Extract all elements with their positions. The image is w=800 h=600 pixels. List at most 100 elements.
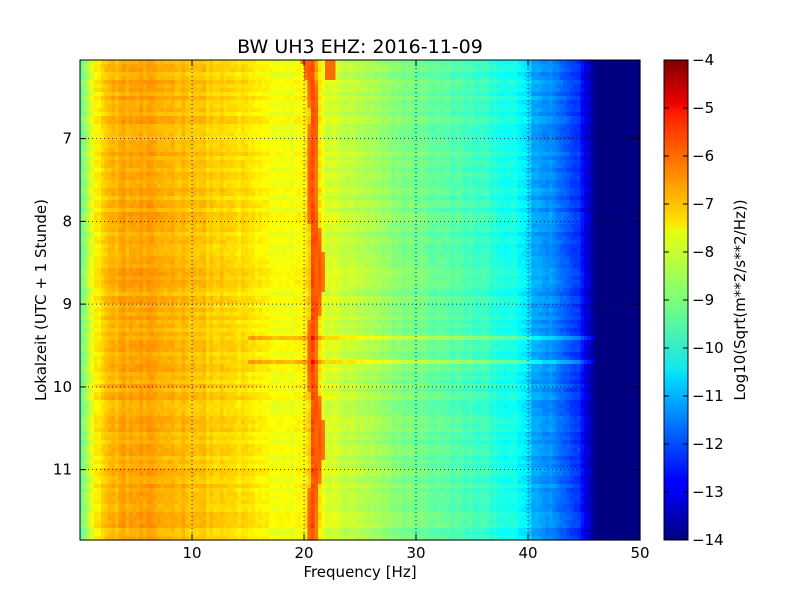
heatmap-cell bbox=[559, 116, 564, 121]
heatmap-cell bbox=[132, 100, 137, 105]
heatmap-cell bbox=[300, 164, 305, 169]
heatmap-cell bbox=[153, 92, 158, 97]
heatmap-cell bbox=[433, 132, 438, 137]
heatmap-cell bbox=[521, 64, 526, 69]
heatmap-cell bbox=[472, 128, 477, 133]
heatmap-cell bbox=[430, 80, 435, 85]
heatmap-cell bbox=[591, 176, 596, 181]
heatmap-cell bbox=[167, 104, 172, 109]
heatmap-cell bbox=[101, 88, 106, 93]
heatmap-cell bbox=[549, 144, 554, 149]
heatmap-cell bbox=[276, 132, 281, 137]
heatmap-cell bbox=[402, 132, 407, 137]
heatmap-cell bbox=[367, 148, 372, 153]
heatmap-cell bbox=[395, 132, 400, 137]
heatmap-cell bbox=[566, 124, 571, 129]
heatmap-cell bbox=[622, 124, 627, 129]
heatmap-cell bbox=[307, 104, 312, 109]
heatmap-cell bbox=[524, 104, 529, 109]
heatmap-cell bbox=[262, 76, 267, 81]
heatmap-cell bbox=[297, 164, 302, 169]
heatmap-cell bbox=[251, 100, 256, 105]
heatmap-cell bbox=[220, 152, 225, 157]
heatmap-cell bbox=[409, 112, 414, 117]
heatmap-cell bbox=[283, 96, 288, 101]
heatmap-cell bbox=[633, 148, 638, 153]
heatmap-cell bbox=[472, 120, 477, 125]
heatmap-cell bbox=[90, 84, 95, 89]
heatmap-cell bbox=[619, 160, 624, 165]
heatmap-cell bbox=[129, 104, 134, 109]
heatmap-cell bbox=[615, 96, 620, 101]
heatmap-cell bbox=[580, 104, 585, 109]
heatmap-cell bbox=[90, 140, 95, 145]
heatmap-cell bbox=[160, 96, 165, 101]
heatmap-cell bbox=[468, 140, 473, 145]
heatmap-cell bbox=[83, 92, 88, 97]
heatmap-cell bbox=[269, 172, 274, 177]
heatmap-cell bbox=[612, 164, 617, 169]
heatmap-cell bbox=[440, 124, 445, 129]
heatmap-cell bbox=[605, 108, 610, 113]
heatmap-cell bbox=[185, 108, 190, 113]
heatmap-cell bbox=[342, 140, 347, 145]
heatmap-cell bbox=[311, 60, 316, 65]
heatmap-cell bbox=[87, 84, 92, 89]
heatmap-cell bbox=[423, 144, 428, 149]
heatmap-cell bbox=[426, 156, 431, 161]
heatmap-cell bbox=[139, 140, 144, 145]
heatmap-cell bbox=[293, 132, 298, 137]
heatmap-cell bbox=[160, 100, 165, 105]
heatmap-cell bbox=[276, 68, 281, 73]
heatmap-cell bbox=[559, 136, 564, 141]
heatmap-cell bbox=[125, 88, 130, 93]
heatmap-cell bbox=[437, 136, 442, 141]
heatmap-cell bbox=[181, 184, 186, 189]
heatmap-cell bbox=[192, 148, 197, 153]
heatmap-cell bbox=[391, 88, 396, 93]
heatmap-cell bbox=[514, 152, 519, 157]
heatmap-cell bbox=[363, 180, 368, 185]
heatmap-cell bbox=[276, 180, 281, 185]
heatmap-cell bbox=[220, 88, 225, 93]
heatmap-cell bbox=[213, 124, 218, 129]
heatmap-cell bbox=[237, 136, 242, 141]
heatmap-cell bbox=[353, 176, 358, 181]
heatmap-cell bbox=[577, 168, 582, 173]
heatmap-cell bbox=[517, 148, 522, 153]
heatmap-cell bbox=[552, 100, 557, 105]
heatmap-cell bbox=[619, 100, 624, 105]
heatmap-cell bbox=[328, 156, 333, 161]
heatmap-cell bbox=[262, 112, 267, 117]
heatmap-cell bbox=[283, 152, 288, 157]
heatmap-cell bbox=[398, 120, 403, 125]
heatmap-cell bbox=[531, 80, 536, 85]
heatmap-cell bbox=[381, 144, 386, 149]
heatmap-cell bbox=[612, 136, 617, 141]
heatmap-cell bbox=[395, 68, 400, 73]
heatmap-cell bbox=[136, 68, 141, 73]
heatmap-cell bbox=[216, 168, 221, 173]
heatmap-cell bbox=[244, 164, 249, 169]
heatmap-cell bbox=[286, 160, 291, 165]
heatmap-cell bbox=[601, 168, 606, 173]
heatmap-cell bbox=[167, 176, 172, 181]
heatmap-cell bbox=[118, 64, 123, 69]
heatmap-cell bbox=[451, 144, 456, 149]
heatmap-cell bbox=[367, 124, 372, 129]
heatmap-cell bbox=[132, 128, 137, 133]
heatmap-cell bbox=[146, 112, 151, 117]
heatmap-cell bbox=[293, 172, 298, 177]
heatmap-cell bbox=[573, 156, 578, 161]
heatmap-cell bbox=[489, 164, 494, 169]
heatmap-cell bbox=[174, 92, 179, 97]
heatmap-cell bbox=[356, 60, 361, 65]
heatmap-cell bbox=[521, 76, 526, 81]
heatmap-cell bbox=[451, 164, 456, 169]
heatmap-cell bbox=[332, 88, 337, 93]
heatmap-cell bbox=[360, 72, 365, 77]
heatmap-cell bbox=[615, 148, 620, 153]
heatmap-cell bbox=[290, 80, 295, 85]
heatmap-cell bbox=[461, 88, 466, 93]
heatmap-cell bbox=[129, 168, 134, 173]
